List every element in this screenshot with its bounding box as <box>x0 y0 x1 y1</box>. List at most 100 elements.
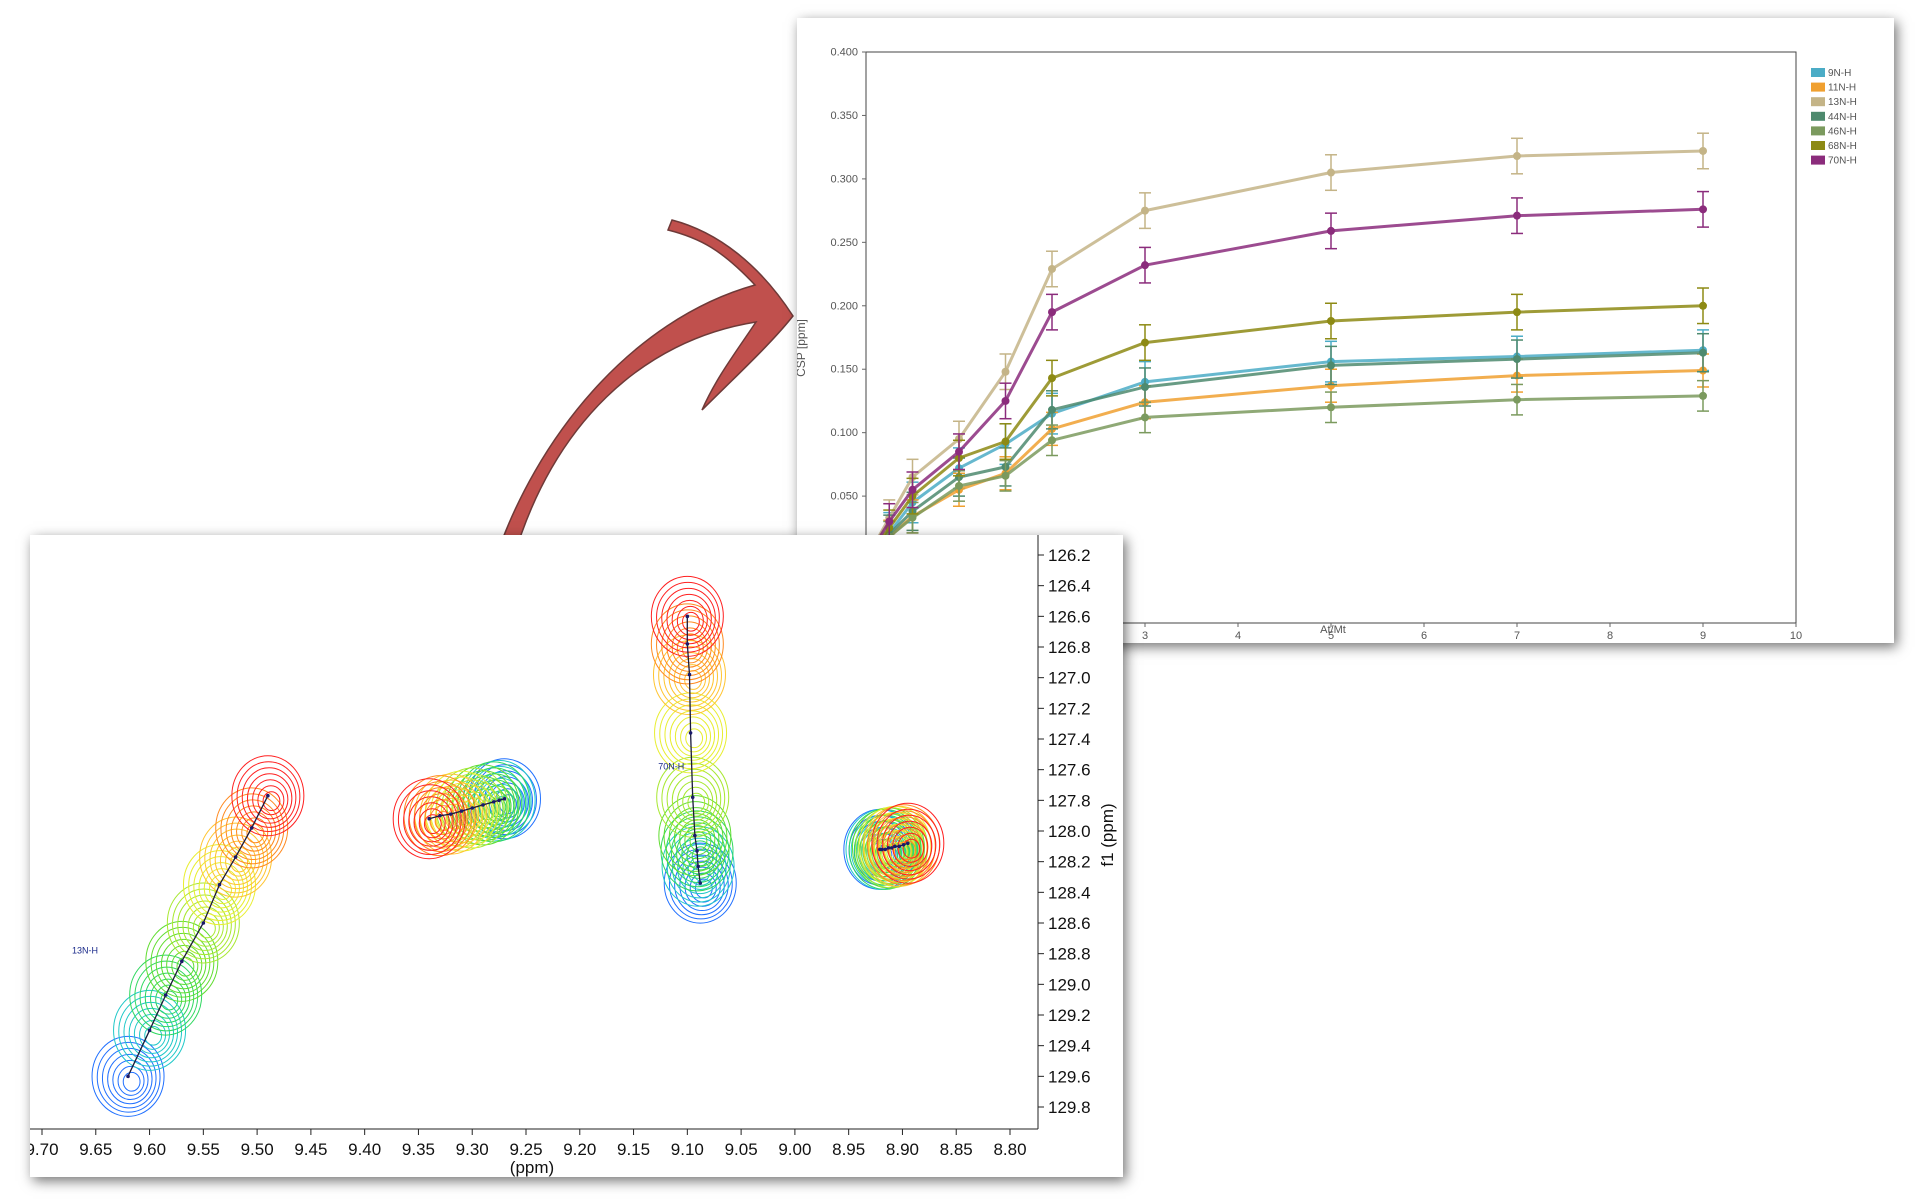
hsqc-y-tick-label: 127.0 <box>1048 669 1091 688</box>
hsqc-contour <box>677 843 723 895</box>
hsqc-contour <box>204 822 269 894</box>
csp-y-tick-label: 0.100 <box>830 427 858 439</box>
hsqc-contour <box>663 801 728 872</box>
hsqc-peak-center <box>147 1028 152 1033</box>
hsqc-contour <box>680 722 708 753</box>
hsqc-contour <box>666 593 712 645</box>
hsqc-contour <box>871 802 945 884</box>
csp-data-point <box>1141 338 1149 347</box>
hsqc-contour <box>113 989 187 1071</box>
hsqc-y-tick-label: 129.0 <box>1048 975 1091 994</box>
hsqc-contour <box>230 852 249 873</box>
csp-ylabel: CSP [ppm] <box>797 319 808 377</box>
hsqc-contour <box>187 906 224 947</box>
hsqc-peak-center <box>685 642 690 646</box>
csp-data-point <box>1513 152 1521 161</box>
hsqc-contour <box>670 822 726 884</box>
hsqc-contour <box>198 862 244 913</box>
hsqc-ylabel: f1 (ppm) <box>1098 803 1117 866</box>
hsqc-peak-center <box>249 826 254 830</box>
csp-data-point <box>1513 395 1521 404</box>
csp-legend-label: 11N-H <box>1828 83 1856 94</box>
hsqc-peak-center <box>481 803 485 807</box>
csp-data-point <box>908 485 917 494</box>
curved-arrow <box>493 219 794 561</box>
hsqc-peak-label: 13N-H <box>72 946 98 956</box>
hsqc-contour <box>145 920 219 1002</box>
hsqc-contour <box>668 807 724 868</box>
hsqc-peak-center <box>163 993 168 997</box>
hsqc-contour <box>418 808 446 839</box>
csp-legend: 9N-H 11N-H 13N-H 44N-H 46N-H 68N-H 70N-H <box>1811 68 1857 167</box>
hsqc-contour <box>160 938 207 990</box>
csp-data-point <box>1141 413 1149 422</box>
hsqc-contour <box>182 900 228 951</box>
csp-data-point <box>1327 403 1335 412</box>
hsqc-contour <box>676 633 704 664</box>
csp-series-line <box>864 348 1704 561</box>
csp-data-point <box>885 517 894 526</box>
csp-x-tick-label: 9 <box>1700 630 1706 642</box>
hsqc-peak-center <box>470 806 475 810</box>
hsqc-contour <box>886 820 933 872</box>
hsqc-contour <box>671 599 708 641</box>
csp-series-line <box>864 207 1704 561</box>
hsqc-contour <box>134 960 199 1032</box>
hsqc-contour <box>230 805 277 856</box>
hsqc-contour <box>656 756 730 838</box>
hsqc-x-tick-label: 9.05 <box>725 1140 758 1159</box>
csp-x-tick-label: 5 <box>1328 630 1334 642</box>
csp-y-tick-label: 0.200 <box>830 300 858 312</box>
hsqc-contour <box>668 848 733 920</box>
hsqc-contour <box>413 802 450 843</box>
hsqc-peak-center <box>217 882 222 887</box>
hsqc-contour <box>166 944 203 986</box>
csp-data-point <box>1001 367 1010 376</box>
csp-data-point <box>1699 146 1707 155</box>
csp-data-point <box>1327 317 1335 326</box>
hsqc-x-axis: 9.70 9.65 9.60 9.55 9.50 9.45 9.40 9.35 9.30 9.25… <box>30 1129 1027 1159</box>
hsqc-peak-center <box>497 798 501 803</box>
hsqc-contour <box>682 611 700 632</box>
hsqc-peak-center <box>695 849 699 853</box>
csp-legend-label: 46N-H <box>1828 126 1857 137</box>
hsqc-contour <box>403 790 458 851</box>
hsqc-contour <box>392 778 466 860</box>
csp-data-point <box>1699 348 1707 357</box>
csp-x-tick-label: 4 <box>1235 630 1241 642</box>
hsqc-peak-center <box>901 843 906 847</box>
hsqc-contour <box>214 834 261 885</box>
hsqc-contour <box>665 816 730 888</box>
hsqc-y-tick-label: 128.2 <box>1048 853 1091 872</box>
hsqc-y-tick-label: 126.6 <box>1048 607 1091 626</box>
hsqc-contour <box>215 787 289 869</box>
hsqc-contour <box>236 761 301 833</box>
hsqc-peak-center <box>906 841 910 846</box>
csp-y-tick-label: 0.300 <box>830 173 858 185</box>
csp-data-point <box>1699 205 1707 214</box>
csp-data-point <box>1327 226 1335 235</box>
hsqc-contour <box>262 791 281 812</box>
csp-y-tick-label: 0.400 <box>830 47 858 59</box>
csp-legend-label: 44N-H <box>1828 112 1857 123</box>
hsqc-x-tick-label: 8.85 <box>940 1140 973 1159</box>
hsqc-x-tick-label: 9.30 <box>456 1140 489 1159</box>
hsqc-y-tick-label: 127.4 <box>1048 730 1091 749</box>
csp-data-point <box>955 447 963 456</box>
hsqc-peak-center <box>448 812 453 816</box>
hsqc-contour <box>192 912 220 943</box>
hsqc-contour <box>650 603 724 685</box>
csp-legend-swatch <box>1811 82 1825 92</box>
hsqc-xlabel: (ppm) <box>510 1158 554 1177</box>
hsqc-y-tick-label: 128.8 <box>1048 945 1091 964</box>
hsqc-contour <box>219 840 257 881</box>
hsqc-contour <box>663 842 737 924</box>
hsqc-peak-center <box>693 833 697 838</box>
hsqc-x-tick-label: 9.10 <box>671 1140 704 1159</box>
hsqc-contour <box>661 825 735 907</box>
hsqc-peak-center <box>427 816 432 821</box>
hsqc-x-tick-label: 9.50 <box>241 1140 274 1159</box>
csp-series-group <box>860 132 1709 581</box>
